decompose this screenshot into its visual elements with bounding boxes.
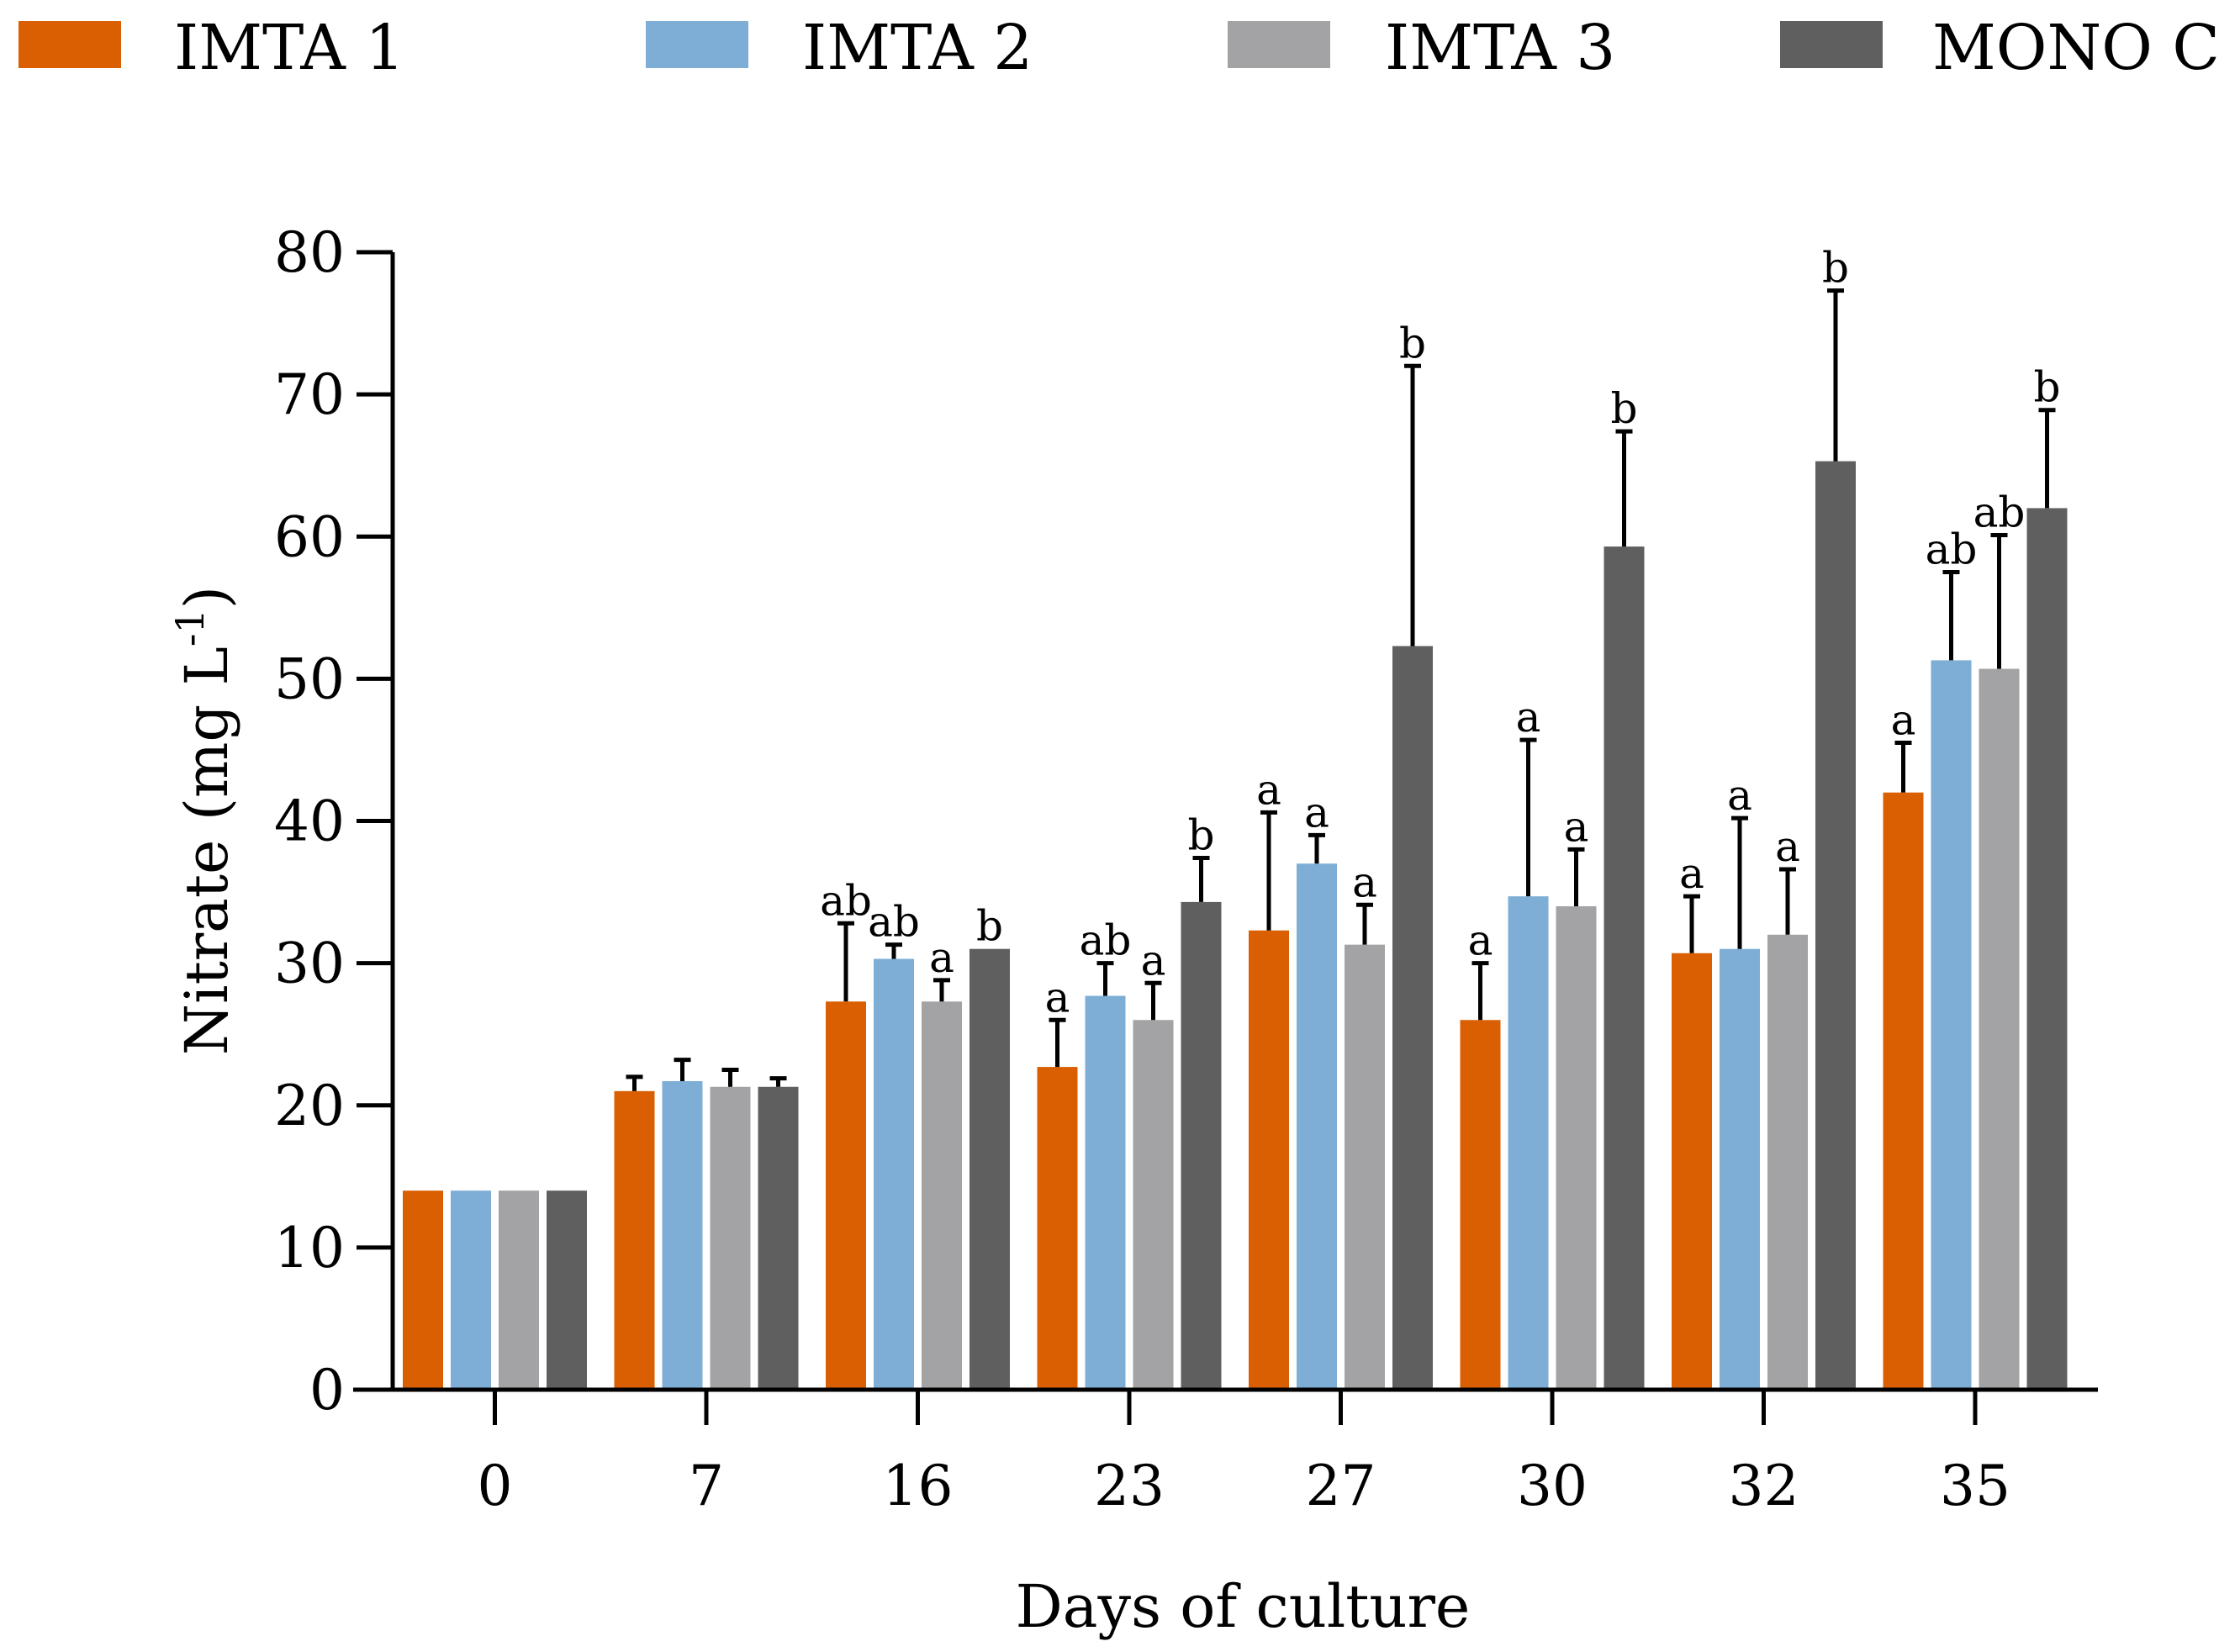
x-tick-label: 16	[883, 1454, 954, 1518]
significance-label: a	[929, 933, 954, 982]
bar-imta-1-day-16	[826, 1001, 866, 1390]
bar-imta-2-day-30	[1508, 896, 1549, 1390]
legend-label: IMTA 2	[802, 12, 1033, 84]
y-tick-label: 30	[274, 932, 345, 996]
significance-label: a	[1141, 936, 1166, 984]
significance-label: ab	[1926, 525, 1978, 574]
x-tick-label: 30	[1517, 1454, 1588, 1518]
y-tick-label: 80	[274, 220, 345, 285]
significance-label: a	[1516, 693, 1541, 742]
significance-label: a	[1727, 771, 1752, 820]
y-axis-title-superscript: -1	[167, 609, 213, 647]
significance-label: ab	[1080, 916, 1132, 965]
bar-imta-3-day-0	[499, 1190, 539, 1390]
legend-swatch	[1780, 21, 1883, 68]
significance-label: a	[1256, 765, 1281, 814]
bar-mono-c-day-23	[1181, 901, 1222, 1390]
bar-imta-1-day-0	[403, 1190, 443, 1390]
bar-imta-3-day-27	[1345, 944, 1385, 1390]
bar-imta-2-day-35	[1931, 660, 1972, 1390]
significance-label: a	[1304, 788, 1329, 837]
y-tick-label: 60	[274, 504, 345, 569]
x-tick-label: 0	[478, 1454, 513, 1518]
bar-imta-2-day-32	[1720, 948, 1760, 1390]
bar-imta-3-day-35	[1979, 668, 2020, 1390]
significance-label: a	[1679, 849, 1704, 898]
y-axis-title-close: )	[172, 586, 241, 609]
significance-label: a	[1352, 858, 1377, 906]
significance-label: b	[2033, 363, 2060, 412]
significance-label: a	[1468, 916, 1493, 965]
x-tick-label: 35	[1940, 1454, 2010, 1518]
legend-swatch	[18, 21, 121, 68]
y-tick-label: 10	[274, 1216, 345, 1280]
y-axis-ticks: 0 10 20 30 40 50 60 70 80	[274, 220, 393, 1422]
y-tick-label: 40	[274, 789, 345, 854]
bar-imta-2-day-16	[874, 958, 914, 1390]
legend-swatch	[1228, 21, 1330, 68]
bar-imta-1-day-27	[1249, 930, 1289, 1390]
x-tick-label: 23	[1094, 1454, 1165, 1518]
bar-mono-c-day-27	[1392, 646, 1433, 1390]
bar-imta-3-day-16	[922, 1001, 962, 1390]
bar-imta-1-day-7	[614, 1090, 655, 1390]
significance-label: ab	[820, 876, 872, 925]
significance-label: b	[1610, 384, 1637, 433]
x-axis-title: Days of culture	[1016, 1572, 1471, 1641]
significance-label: a	[1775, 822, 1800, 871]
significance-label: b	[1399, 319, 1426, 367]
x-tick-label: 7	[689, 1454, 724, 1518]
significance-label: b	[1822, 244, 1849, 293]
significance-label: ab	[868, 898, 920, 947]
significance-label: b	[1187, 810, 1214, 859]
y-tick-label: 20	[274, 1074, 345, 1138]
y-tick-label: 0	[309, 1358, 345, 1422]
significance-label: a	[1891, 695, 1916, 744]
significance-label: b	[976, 902, 1003, 951]
x-axis-ticks: 0 7 16 23 27 30 32 35	[478, 1390, 2010, 1518]
bar-imta-2-day-7	[662, 1080, 703, 1390]
x-tick-label: 27	[1306, 1454, 1376, 1518]
x-tick-label: 32	[1729, 1454, 1799, 1518]
y-tick-label: 50	[274, 647, 345, 711]
bar-imta-1-day-23	[1037, 1067, 1078, 1390]
bar-imta-3-day-7	[710, 1086, 751, 1390]
bar-mono-c-day-16	[969, 948, 1010, 1390]
significance-label: a	[1564, 802, 1589, 851]
bar-imta-1-day-30	[1460, 1020, 1501, 1390]
y-tick-label: 70	[274, 362, 345, 427]
bar-mono-c-day-32	[1815, 461, 1856, 1390]
bar-imta-3-day-23	[1133, 1020, 1174, 1390]
legend: IMTA 1 IMTA 2 IMTA 3 MONO C	[18, 12, 2219, 84]
bar-imta-3-day-32	[1767, 934, 1808, 1390]
significance-label: a	[1045, 973, 1070, 1021]
bar-mono-c-day-35	[2026, 508, 2068, 1390]
bar-imta-1-day-32	[1672, 953, 1712, 1390]
bar-imta-2-day-0	[451, 1190, 491, 1390]
bar-mono-c-day-30	[1603, 546, 1645, 1390]
bar-mono-c-day-0	[547, 1190, 587, 1390]
bar-imta-2-day-27	[1297, 863, 1337, 1390]
legend-swatch	[646, 21, 748, 68]
bar-imta-3-day-30	[1556, 905, 1597, 1390]
legend-label: IMTA 3	[1385, 12, 1615, 84]
bar-imta-2-day-23	[1085, 995, 1126, 1390]
significance-label: ab	[1973, 488, 2026, 537]
y-axis-title-main: Nitrate (mg L	[172, 647, 241, 1055]
bar-imta-1-day-35	[1883, 792, 1924, 1390]
y-axis-title: Nitrate (mg L-1)	[167, 586, 241, 1055]
bar-mono-c-day-7	[758, 1086, 799, 1390]
legend-label: MONO C	[1932, 12, 2219, 84]
legend-label: IMTA 1	[174, 12, 404, 84]
